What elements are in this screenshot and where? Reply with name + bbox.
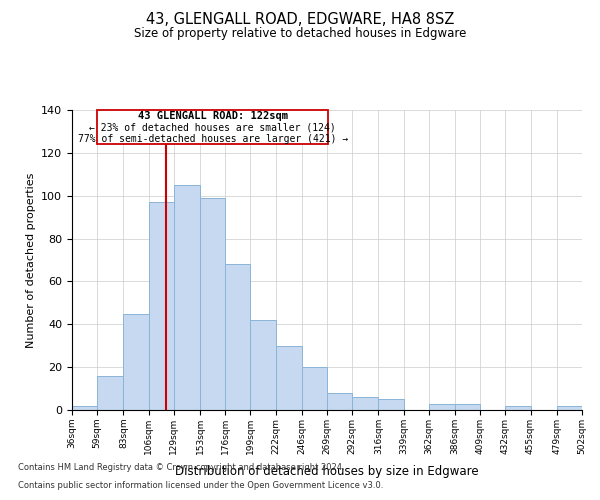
Bar — [275, 346, 302, 410]
Bar — [352, 397, 379, 410]
Y-axis label: Number of detached properties: Number of detached properties — [26, 172, 35, 348]
Bar — [429, 404, 455, 410]
Bar — [225, 264, 250, 410]
Bar — [379, 400, 404, 410]
Bar — [124, 314, 149, 410]
Text: ← 23% of detached houses are smaller (124): ← 23% of detached houses are smaller (12… — [89, 122, 336, 132]
Text: 43 GLENGALL ROAD: 122sqm: 43 GLENGALL ROAD: 122sqm — [137, 111, 287, 121]
Bar — [200, 198, 225, 410]
Bar — [557, 406, 582, 410]
Bar — [97, 110, 328, 144]
Text: Size of property relative to detached houses in Edgware: Size of property relative to detached ho… — [134, 28, 466, 40]
Text: Contains public sector information licensed under the Open Government Licence v3: Contains public sector information licen… — [18, 481, 383, 490]
Bar — [455, 404, 480, 410]
Bar — [72, 406, 97, 410]
Bar — [250, 320, 275, 410]
X-axis label: Distribution of detached houses by size in Edgware: Distribution of detached houses by size … — [175, 465, 479, 478]
Text: 77% of semi-detached houses are larger (421) →: 77% of semi-detached houses are larger (… — [77, 134, 348, 144]
Text: 43, GLENGALL ROAD, EDGWARE, HA8 8SZ: 43, GLENGALL ROAD, EDGWARE, HA8 8SZ — [146, 12, 454, 28]
Bar — [505, 406, 530, 410]
Bar — [174, 185, 200, 410]
Bar — [149, 202, 174, 410]
Bar — [97, 376, 124, 410]
Bar — [302, 367, 327, 410]
Text: Contains HM Land Registry data © Crown copyright and database right 2024.: Contains HM Land Registry data © Crown c… — [18, 464, 344, 472]
Bar — [327, 393, 352, 410]
